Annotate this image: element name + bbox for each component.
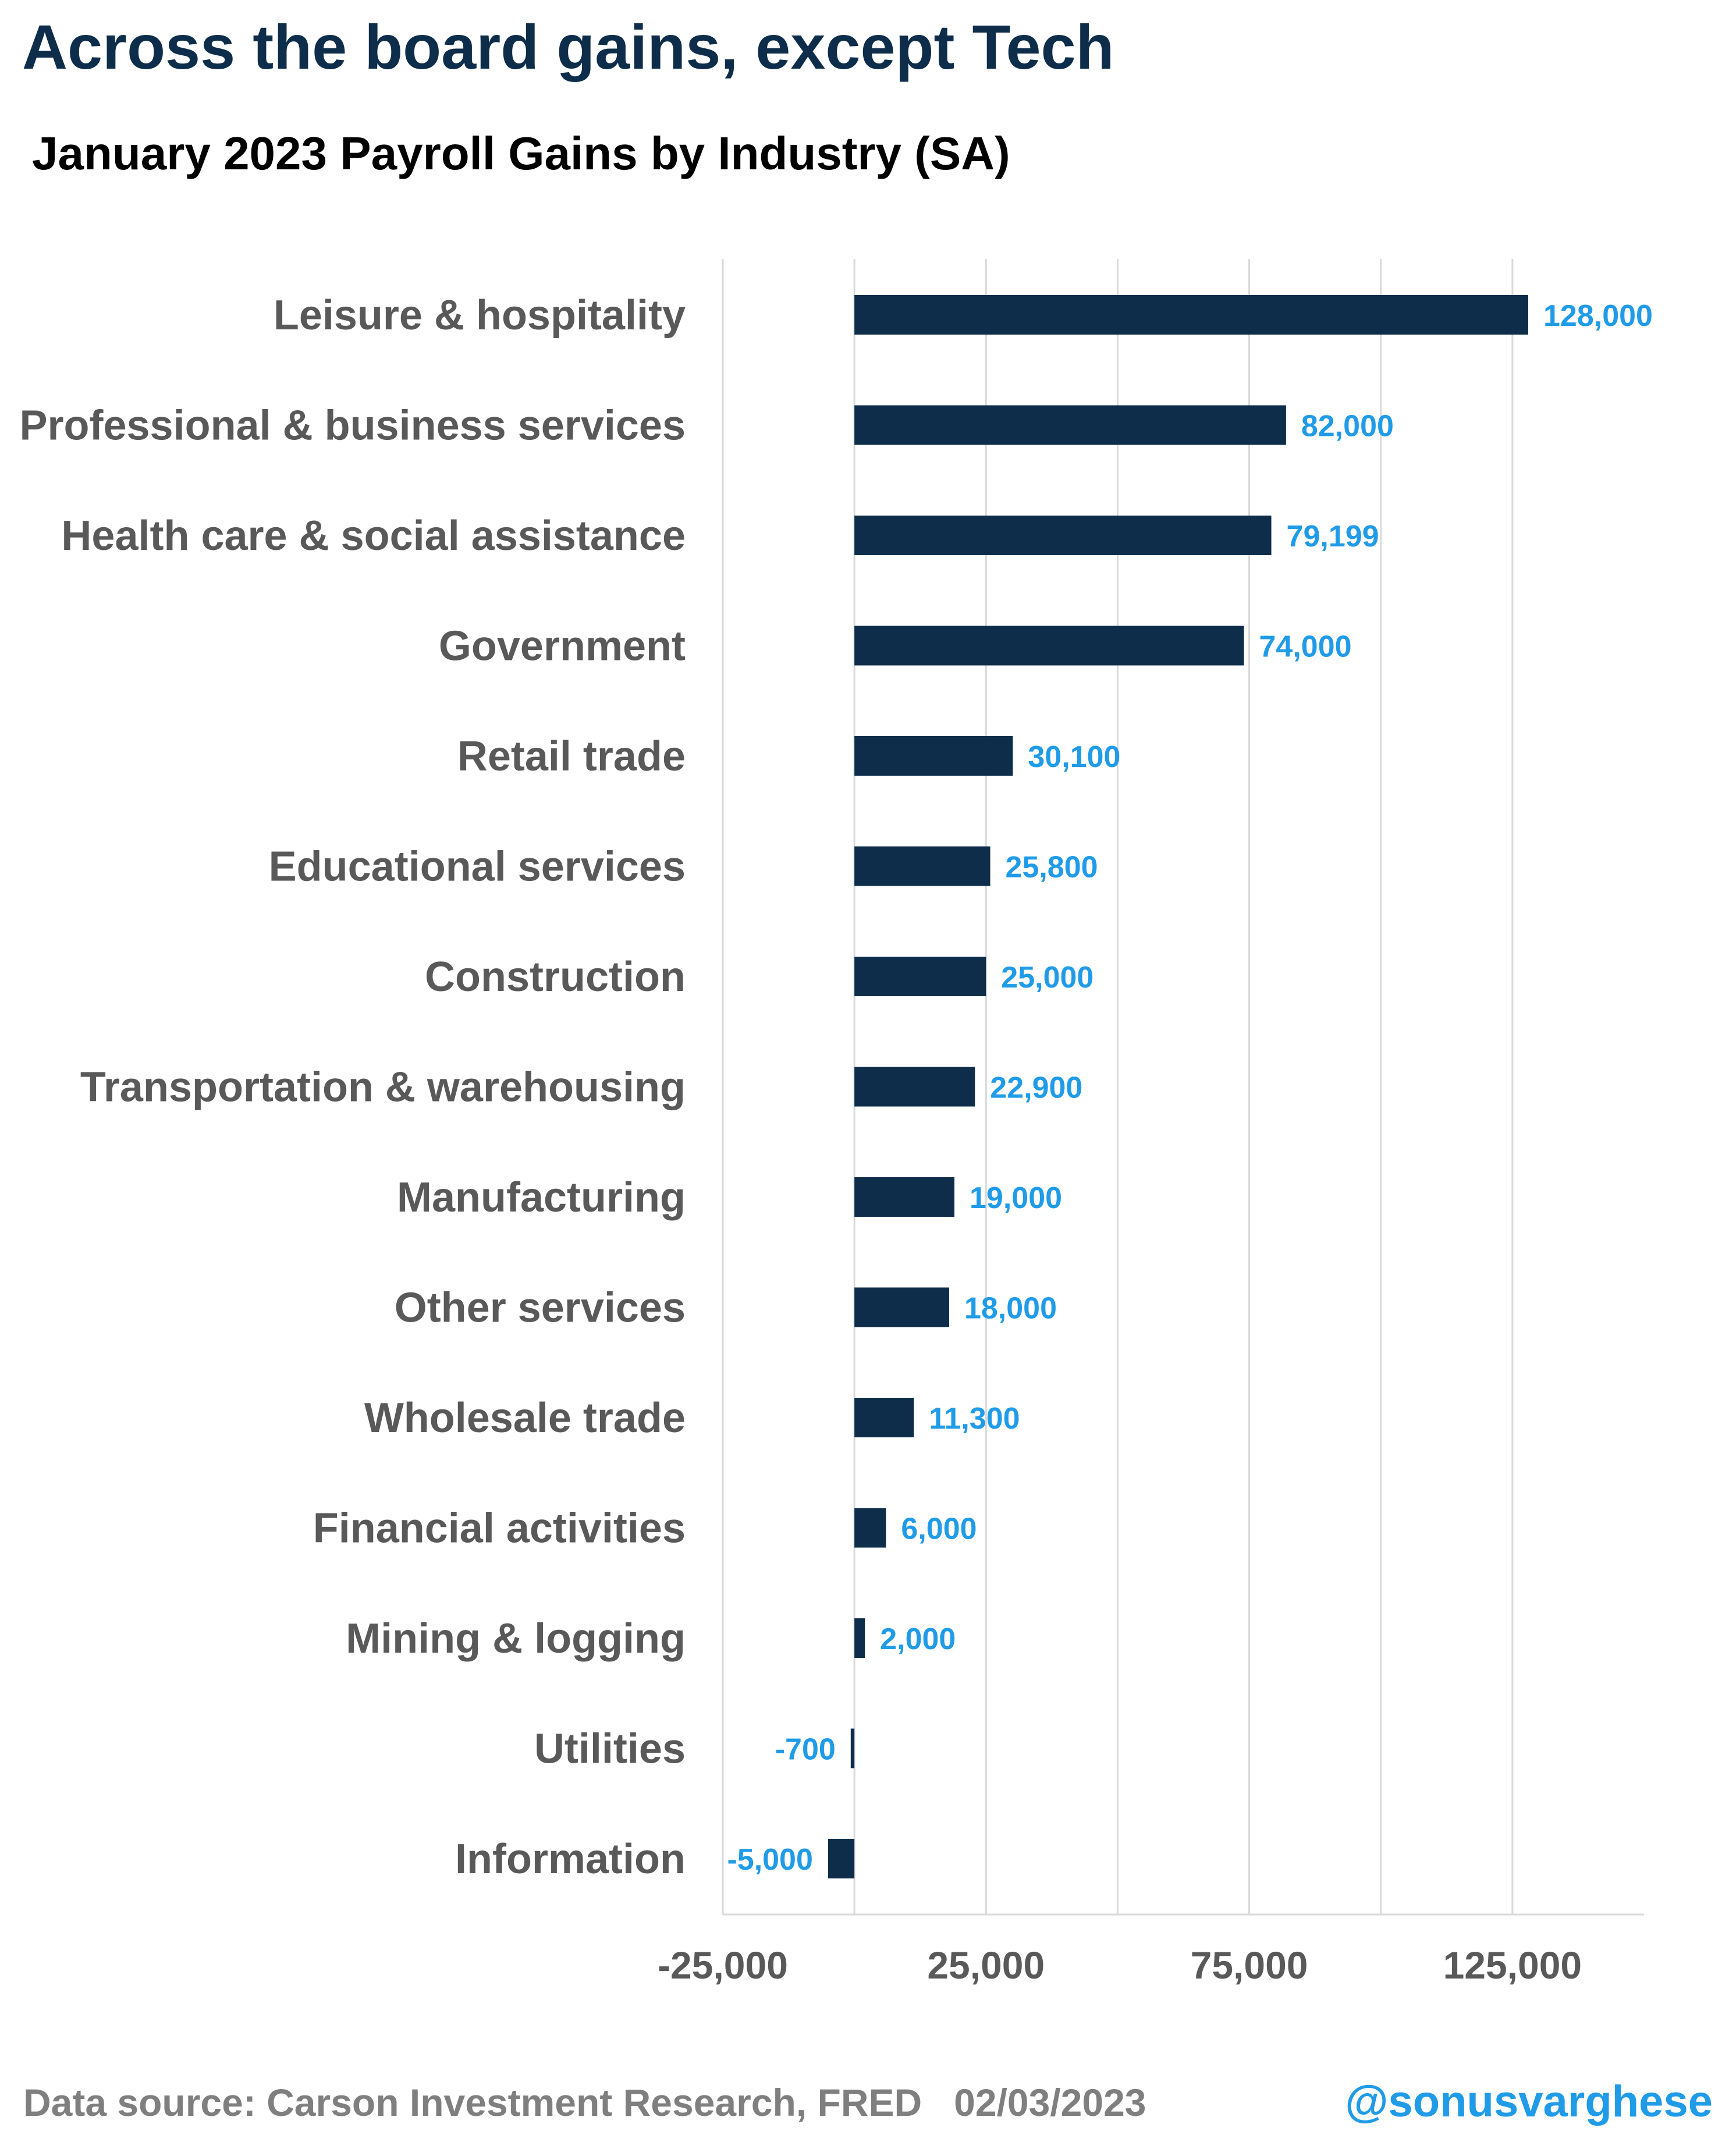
- category-label: Educational services: [269, 844, 686, 890]
- bar: [854, 1508, 886, 1548]
- x-tick-label: 75,000: [1191, 1944, 1308, 1987]
- data-label: 79,199: [1287, 520, 1379, 553]
- bar: [828, 1839, 855, 1878]
- bars: [828, 295, 1528, 1878]
- bar: [854, 1067, 975, 1107]
- category-label: Mining & logging: [346, 1615, 686, 1662]
- bar: [854, 846, 990, 886]
- category-label: Retail trade: [457, 733, 686, 780]
- bar: [854, 516, 1272, 555]
- data-label: 11,300: [929, 1402, 1020, 1436]
- data-label: 18,000: [964, 1292, 1057, 1326]
- bar: [854, 626, 1244, 666]
- bar: [854, 1618, 865, 1658]
- data-label: 30,100: [1028, 740, 1120, 774]
- data-labels: 128,000 82,000 79,199 74,000 30,100 25,800 25,…: [727, 299, 1653, 1877]
- data-label: 19,000: [970, 1181, 1062, 1215]
- bar: [854, 957, 986, 996]
- chart-title: January 2023 Payroll Gains by Industry (…: [32, 127, 1010, 179]
- bar: [854, 1398, 914, 1437]
- data-label: 22,900: [990, 1071, 1082, 1105]
- bar: [854, 1177, 955, 1217]
- category-label: Financial activities: [313, 1505, 686, 1552]
- author-handle: @sonusvarghese: [1345, 2077, 1713, 2126]
- x-axis-ticks: -25,000 25,000 75,000 125,000: [658, 1944, 1582, 1987]
- category-labels: Leisure & hospitality Professional & busi…: [19, 292, 686, 1882]
- data-label: -5,000: [727, 1843, 812, 1877]
- category-label: Construction: [425, 954, 686, 1000]
- category-label: Transportation & warehousing: [80, 1064, 686, 1111]
- bar: [854, 736, 1013, 776]
- chart-headline: Across the board gains, except Tech: [22, 12, 1114, 82]
- x-tick-label: -25,000: [658, 1944, 788, 1987]
- category-label: Other services: [395, 1285, 686, 1331]
- data-label: 25,000: [1001, 961, 1094, 994]
- category-label: Manufacturing: [397, 1174, 686, 1221]
- bar: [854, 405, 1286, 445]
- category-label: Government: [439, 623, 686, 670]
- category-label: Wholesale trade: [364, 1395, 686, 1441]
- category-label: Information: [455, 1836, 686, 1882]
- category-label: Leisure & hospitality: [274, 292, 686, 339]
- x-tick-label: 125,000: [1443, 1944, 1582, 1987]
- bar: [854, 1287, 949, 1327]
- data-label: 82,000: [1301, 410, 1394, 443]
- data-label: -700: [775, 1733, 836, 1767]
- category-label: Utilities: [534, 1726, 686, 1773]
- data-source-note: Data source: Carson Investment Research,…: [23, 2081, 1146, 2124]
- bar: [854, 295, 1528, 335]
- x-tick-label: 25,000: [927, 1944, 1045, 1987]
- category-label: Professional & business services: [19, 403, 686, 449]
- data-label: 128,000: [1543, 299, 1653, 333]
- data-label: 6,000: [901, 1512, 977, 1546]
- data-label: 74,000: [1259, 630, 1352, 664]
- data-label: 2,000: [880, 1622, 956, 1656]
- data-label: 25,800: [1006, 851, 1098, 885]
- bar: [850, 1728, 855, 1768]
- category-label: Health care & social assistance: [61, 513, 686, 559]
